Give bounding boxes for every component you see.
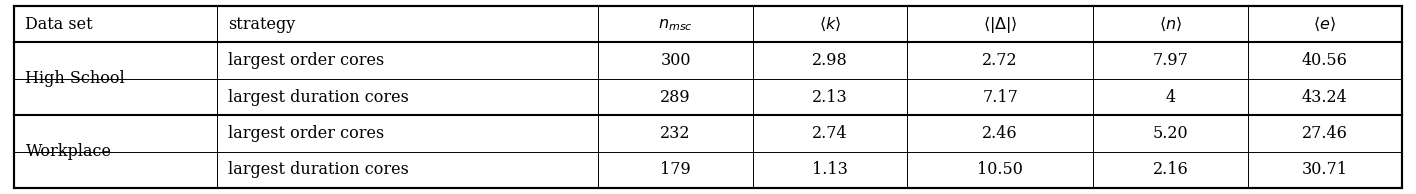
Text: 27.46: 27.46 — [1301, 125, 1348, 142]
Text: 30.71: 30.71 — [1301, 161, 1348, 178]
Text: largest duration cores: largest duration cores — [228, 161, 409, 178]
Text: 300: 300 — [660, 52, 691, 69]
Text: $\langle k\rangle$: $\langle k\rangle$ — [818, 15, 841, 33]
Text: largest order cores: largest order cores — [228, 125, 385, 142]
Text: 4: 4 — [1165, 88, 1175, 106]
Text: 2.16: 2.16 — [1153, 161, 1188, 178]
Text: 10.50: 10.50 — [977, 161, 1024, 178]
Text: $\langle e\rangle$: $\langle e\rangle$ — [1313, 15, 1337, 33]
Text: 179: 179 — [660, 161, 691, 178]
Text: 43.24: 43.24 — [1301, 88, 1348, 106]
Text: 1.13: 1.13 — [811, 161, 848, 178]
Text: strategy: strategy — [228, 16, 296, 33]
Text: $n_{msc}$: $n_{msc}$ — [658, 16, 692, 33]
Text: 2.98: 2.98 — [811, 52, 848, 69]
Text: $\langle n\rangle$: $\langle n\rangle$ — [1158, 15, 1182, 33]
Text: 2.74: 2.74 — [811, 125, 848, 142]
Text: Workplace: Workplace — [25, 143, 112, 160]
Text: 289: 289 — [660, 88, 691, 106]
Text: 5.20: 5.20 — [1153, 125, 1188, 142]
Text: High School: High School — [25, 70, 125, 87]
Text: Data set: Data set — [25, 16, 93, 33]
Text: 2.13: 2.13 — [811, 88, 848, 106]
Text: $\langle|\Delta|\rangle$: $\langle|\Delta|\rangle$ — [983, 14, 1018, 35]
Text: 40.56: 40.56 — [1301, 52, 1348, 69]
Text: largest duration cores: largest duration cores — [228, 88, 409, 106]
Text: largest order cores: largest order cores — [228, 52, 385, 69]
Text: 232: 232 — [660, 125, 691, 142]
Text: 7.17: 7.17 — [983, 88, 1018, 106]
Text: 2.72: 2.72 — [983, 52, 1018, 69]
Text: 7.97: 7.97 — [1153, 52, 1188, 69]
Text: 2.46: 2.46 — [983, 125, 1018, 142]
